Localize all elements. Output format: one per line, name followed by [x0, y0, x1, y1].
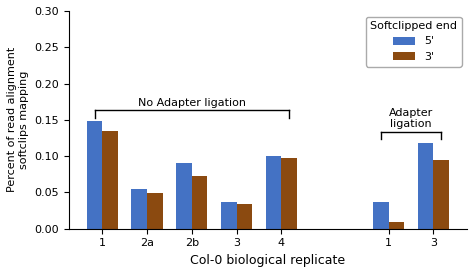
- Bar: [87, 121, 102, 229]
- Bar: [131, 189, 147, 229]
- Bar: [176, 163, 192, 229]
- Legend: 5', 3': 5', 3': [365, 16, 462, 67]
- Bar: [418, 143, 433, 229]
- Text: No Adapter ligation: No Adapter ligation: [138, 98, 246, 107]
- Bar: [237, 204, 252, 229]
- Bar: [192, 176, 208, 229]
- Bar: [389, 221, 404, 229]
- Bar: [281, 158, 297, 229]
- Bar: [102, 132, 118, 229]
- X-axis label: Col-0 biological replicate: Col-0 biological replicate: [190, 254, 346, 267]
- Bar: [265, 156, 281, 229]
- Text: Adapter
ligation: Adapter ligation: [389, 108, 433, 129]
- Bar: [221, 202, 237, 229]
- Bar: [147, 193, 163, 229]
- Y-axis label: Percent of read alignment
softclips mapping: Percent of read alignment softclips mapp…: [7, 47, 28, 193]
- Bar: [373, 202, 389, 229]
- Bar: [433, 160, 449, 229]
